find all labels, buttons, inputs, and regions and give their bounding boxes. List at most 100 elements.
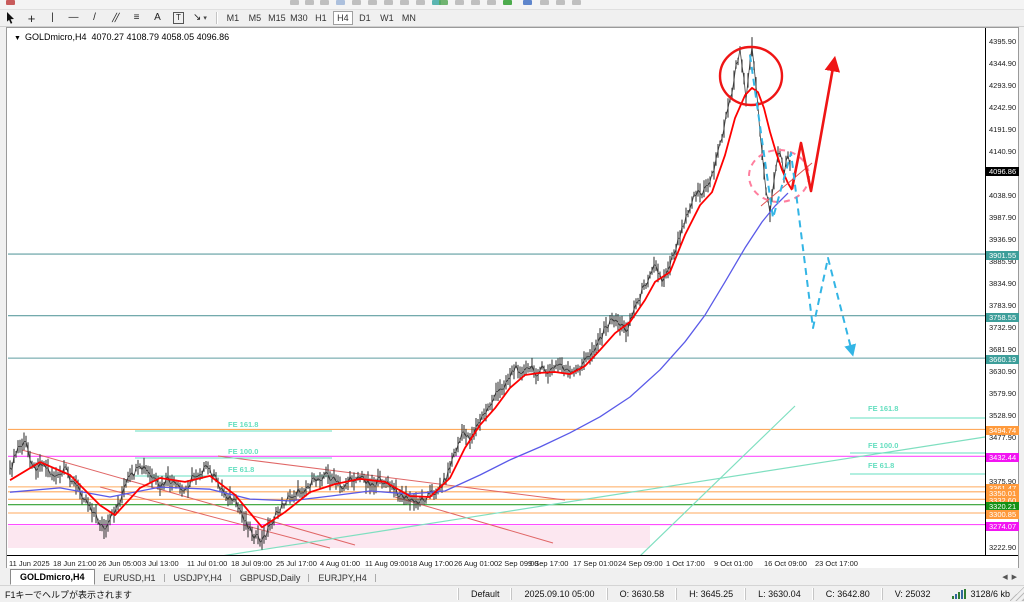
tool-horizontal-line-button[interactable]: — [64, 11, 83, 26]
status-bar: F1キーでヘルプが表示されます Default 2025.09.10 05:00 O… [0, 585, 1024, 602]
chart-dropdown-icon[interactable]: ▼ [14, 35, 21, 42]
time-tick-label: 9 Sep 17:00 [528, 559, 569, 568]
price-level-label: 3300.85 [986, 510, 1019, 519]
timeframe-m30-button[interactable]: M30 [290, 13, 308, 23]
clipped-icon [572, 0, 581, 5]
clipped-icon [290, 0, 299, 5]
clipped-icon [455, 0, 464, 5]
time-tick-label: 11 Jun 2025 [9, 559, 50, 568]
chart-ohlc-values: 4070.27 4108.79 4058.05 4096.86 [91, 32, 230, 42]
status-segment: O: 3630.58 [606, 588, 677, 600]
price-tick-label: 4140.90 [989, 146, 1017, 156]
price-level-label: 3361.47 [986, 483, 1019, 493]
trendline-icon: / [93, 12, 96, 23]
tool-text-button[interactable]: A [148, 11, 167, 26]
clipped-icon [471, 0, 480, 5]
tab-eurusd-h1[interactable]: EURUSD,H1 [95, 571, 165, 585]
tool-crosshair-button[interactable]: + [22, 11, 41, 26]
time-tick-label: 4 Aug 01:00 [320, 559, 361, 568]
clipped-icon [305, 0, 314, 5]
fib-level-label: FE 61.8 [228, 465, 254, 474]
timeframe-m5-button[interactable]: M5 [248, 13, 262, 23]
price-level-label: 3320.21 [986, 501, 1019, 511]
price-axis: 4395.90 4344.90 4293.90 4242.90 4191.90 4140.… [985, 28, 1019, 556]
ma-slow-line [9, 192, 789, 502]
time-tick-label: 23 Oct 17:00 [815, 559, 858, 568]
clipped-icon [416, 0, 425, 5]
resize-grip[interactable] [1010, 586, 1024, 601]
status-segment: L: 3630.04 [745, 588, 813, 600]
tool-vertical-line-button[interactable]: | [43, 11, 62, 26]
traffic-counter: 3128/6 kb [970, 589, 1010, 599]
horizontal-line-icon: — [68, 12, 79, 23]
clipped-icon [384, 0, 393, 5]
status-help-text: F1キーでヘルプが表示されます [5, 589, 132, 600]
price-tick-label: 4293.90 [989, 80, 1017, 90]
price-level-label: 3758.55 [986, 312, 1019, 322]
time-tick-label: 16 Oct 09:00 [764, 559, 807, 568]
price-level-label: 4096.86 [986, 166, 1019, 176]
price-chart[interactable]: FE 161.8 FE 100.0 FE 61.8 FE 161.8 FE 100.0 F… [8, 28, 985, 555]
pullback-trendline [760, 162, 813, 207]
time-tick-label: 9 Oct 01:00 [714, 559, 753, 568]
price-tick-label: 3987.90 [989, 212, 1017, 222]
ma-fast-line [9, 87, 793, 529]
tab-eurjpy-h4[interactable]: EURJPY,H4 [309, 571, 377, 585]
tool-text-label-button[interactable]: T [169, 11, 188, 26]
chart-window[interactable]: FE 161.8 FE 100.0 FE 61.8 FE 161.8 FE 100.0 F… [6, 27, 1019, 569]
fib-level-label: FE 161.8 [868, 404, 898, 413]
timeframe-w1-button[interactable]: W1 [380, 13, 394, 23]
price-tick-label: 3936.90 [989, 234, 1017, 244]
price-tick-label: 3732.90 [989, 322, 1017, 332]
tool-fibonacci-retracement-button[interactable]: ≡ [127, 11, 146, 26]
vertical-line-icon: | [51, 12, 54, 23]
timeframe-m15-button[interactable]: M15 [268, 13, 286, 23]
status-segment: 2025.09.10 05:00 [511, 588, 606, 600]
tab-scroll-right-icon: ▶ [1011, 574, 1021, 581]
toolbar-separator [215, 12, 217, 24]
price-tick-label: 4038.90 [989, 190, 1017, 200]
price-tick-label: 3681.90 [989, 344, 1017, 354]
tool-arrows-button[interactable]: ↘ ▾ [193, 12, 207, 23]
price-tick-label: 3630.90 [989, 366, 1017, 376]
time-tick-label: 24 Sep 09:00 [618, 559, 663, 568]
tool-trendline-button[interactable]: / [85, 11, 104, 26]
descending-trendline [99, 486, 331, 549]
text-icon: A [154, 12, 161, 23]
crosshair-icon: + [27, 10, 36, 26]
timeframe-h1-button[interactable]: H1 [315, 13, 327, 23]
tab-goldmicro-h4[interactable]: GOLDmicro,H4 [10, 569, 95, 585]
tab-scroll-left-icon: ◀ [1002, 574, 1012, 581]
tab-gbpusd-daily[interactable]: GBPUSD,Daily [231, 571, 310, 585]
cursor-icon [7, 12, 14, 24]
price-tick-label: 3579.90 [989, 388, 1017, 398]
tab-usdjpy-h4[interactable]: USDJPY,H4 [165, 571, 232, 585]
time-tick-label: 26 Aug 01:00 [454, 559, 499, 568]
bullish-projection-arrow [790, 55, 841, 193]
equidistant-channel-icon: || [110, 12, 122, 23]
top-circle-annotation [718, 45, 784, 107]
clipped-icon [540, 0, 549, 5]
tab-scroll-buttons[interactable]: ◀▶ [1002, 573, 1021, 581]
timeframe-d1-button[interactable]: D1 [359, 13, 371, 23]
time-tick-label: 11 Aug 09:00 [365, 559, 409, 568]
timeframe-mn-button[interactable]: MN [401, 13, 416, 23]
time-tick-label: 18 Aug 17:00 [409, 559, 454, 568]
chart-title[interactable]: ▼ GOLDmicro,H4 4070.27 4108.79 4058.05 40… [14, 32, 229, 42]
timeframe-h4-button[interactable]: H4 [332, 11, 353, 25]
clipped-icon [368, 0, 377, 5]
time-tick-label: 2 Sep 09:00 [498, 559, 539, 568]
clipped-upper-toolbar [0, 0, 1024, 10]
timeframe-m1-button[interactable]: M1 [226, 13, 240, 23]
time-tick-label: 3 Jul 13:00 [142, 559, 179, 568]
fib-level-label: FE 100.0 [228, 447, 258, 456]
price-tick-label: 4191.90 [989, 124, 1017, 134]
tool-cursor-button[interactable] [1, 11, 20, 26]
fibonacci-retracement-icon: ≡ [133, 12, 140, 23]
ascending-trendline [640, 405, 796, 555]
price-tick-label: 3375.90 [989, 476, 1017, 486]
status-segment: Default [457, 588, 512, 600]
tool-equidistant-channel-button[interactable]: || [106, 11, 125, 26]
price-tick-label: 3222.90 [989, 542, 1017, 552]
network-signal-icon [952, 589, 967, 599]
